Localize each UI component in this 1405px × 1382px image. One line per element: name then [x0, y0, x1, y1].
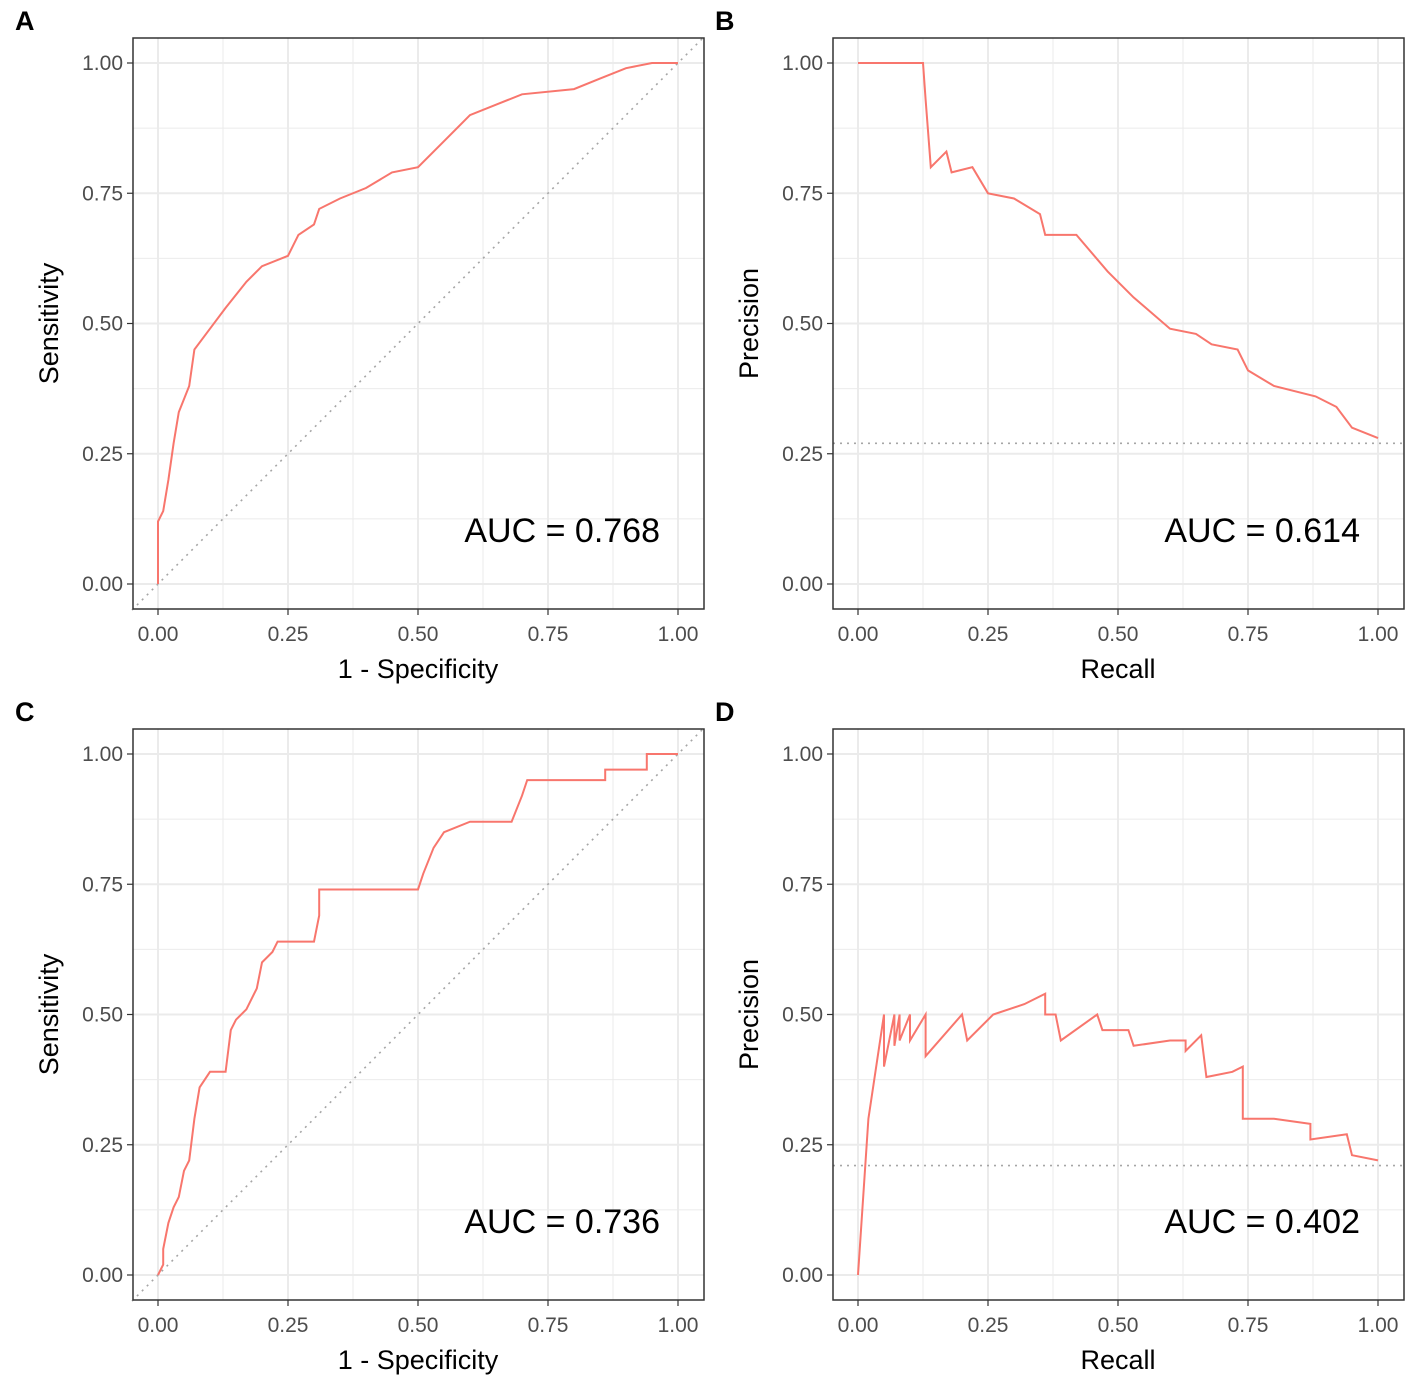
- plot-border: [132, 728, 705, 1301]
- plot-border: [132, 37, 705, 610]
- y-tick-label: 0.75: [82, 182, 123, 205]
- panel-label: A: [15, 6, 35, 36]
- x-tick-label: 0.50: [1098, 1314, 1139, 1337]
- x-tick-label: 0.00: [138, 623, 179, 646]
- auc-annotation: AUC = 0.402: [1164, 1203, 1360, 1241]
- x-tick-label: 0.75: [528, 1314, 569, 1337]
- x-tick-label: 0.50: [398, 1314, 439, 1337]
- y-tick-label: 1.00: [82, 743, 123, 766]
- x-tick-label: 0.75: [1228, 623, 1269, 646]
- x-tick-label: 0.75: [528, 623, 569, 646]
- reference-diagonal: [131, 727, 705, 1302]
- x-axis-title: 1 - Specificity: [338, 1345, 499, 1375]
- y-axis-title: Sensitivity: [34, 262, 64, 384]
- reference-diagonal: [131, 36, 705, 611]
- plot-border: [832, 37, 1405, 610]
- x-tick-label: 1.00: [1358, 623, 1399, 646]
- x-tick-label: 1.00: [1358, 1314, 1399, 1337]
- y-tick-label: 0.50: [782, 1004, 823, 1027]
- panel-B: B 0.00 0.25 0.50 0.75 1.00 0.00 0.25 0.50 0.75 1.0…: [715, 6, 1405, 684]
- curve-roc: [157, 62, 678, 584]
- y-tick-label: 1.00: [782, 52, 823, 75]
- y-tick-label: 0.00: [782, 573, 823, 596]
- x-tick-label: 0.00: [838, 1314, 879, 1337]
- x-axis-title: Recall: [1080, 1345, 1155, 1375]
- x-axis-title: Recall: [1080, 654, 1155, 684]
- y-tick-label: 0.25: [82, 1134, 123, 1157]
- y-tick-label: 0.00: [782, 1264, 823, 1287]
- y-tick-label: 1.00: [82, 52, 123, 75]
- plot-border: [832, 728, 1405, 1301]
- y-tick-label: 0.50: [82, 313, 123, 336]
- x-axis-title: 1 - Specificity: [338, 654, 499, 684]
- y-axis-title: Precision: [734, 959, 764, 1070]
- y-axis-title: Sensitivity: [34, 953, 64, 1075]
- curve-pr: [858, 62, 1379, 440]
- curve-pr: [857, 992, 1379, 1276]
- x-tick-label: 1.00: [658, 623, 699, 646]
- y-tick-label: 1.00: [782, 743, 823, 766]
- x-tick-label: 0.50: [398, 623, 439, 646]
- y-tick-label: 0.50: [82, 1004, 123, 1027]
- y-tick-label: 0.75: [782, 182, 823, 205]
- x-tick-label: 1.00: [658, 1314, 699, 1337]
- x-tick-label: 0.00: [838, 623, 879, 646]
- panel-label: B: [715, 6, 735, 36]
- y-tick-label: 0.00: [82, 573, 123, 596]
- curve-roc: [157, 753, 678, 1276]
- panel-D: D 0.00 0.25 0.50 0.75 1.00 0.00 0.25 0.50 0.75 1.0…: [715, 697, 1405, 1375]
- x-tick-label: 0.25: [968, 623, 1009, 646]
- y-tick-label: 0.25: [82, 443, 123, 466]
- y-tick-label: 0.75: [782, 873, 823, 896]
- x-tick-label: 0.25: [268, 1314, 309, 1337]
- auc-annotation: AUC = 0.736: [464, 1203, 660, 1241]
- panel-C: C 0.00 0.25 0.50 0.75 1.00 0.00 0.25 0.50 0.75 1.0…: [15, 697, 705, 1375]
- panel-A: A 0.00 0.25 0.50 0.75 1.00 0.00 0.25 0.50 0.75 1.0…: [15, 6, 705, 684]
- y-tick-label: 0.00: [82, 1264, 123, 1287]
- y-tick-label: 0.25: [782, 443, 823, 466]
- y-axis-title: Precision: [734, 268, 764, 379]
- y-tick-label: 0.75: [82, 873, 123, 896]
- panel-label: C: [15, 697, 35, 727]
- panel-label: D: [715, 697, 735, 727]
- x-tick-label: 0.50: [1098, 623, 1139, 646]
- y-tick-label: 0.50: [782, 313, 823, 336]
- y-tick-label: 0.25: [782, 1134, 823, 1157]
- auc-annotation: AUC = 0.614: [1164, 512, 1360, 550]
- x-tick-label: 0.00: [138, 1314, 179, 1337]
- x-tick-label: 0.25: [268, 623, 309, 646]
- x-tick-label: 0.25: [968, 1314, 1009, 1337]
- x-tick-label: 0.75: [1228, 1314, 1269, 1337]
- auc-annotation: AUC = 0.768: [464, 512, 660, 550]
